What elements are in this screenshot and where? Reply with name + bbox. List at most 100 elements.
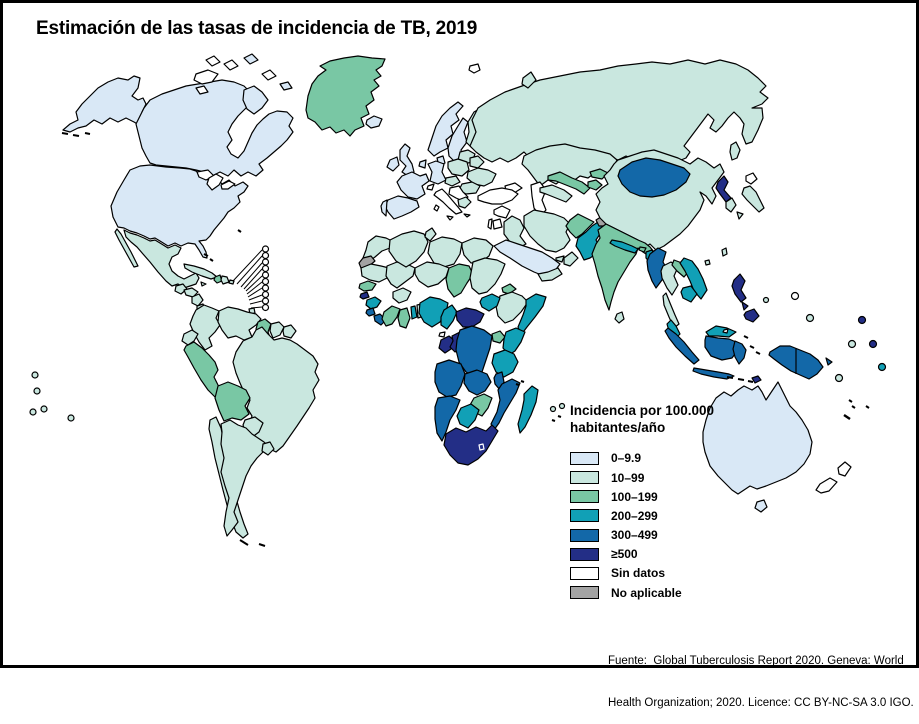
region-pacific-dot-7: [834, 373, 844, 383]
region-new-zealand-south: [815, 477, 838, 494]
region-caribbean-dot-1: [261, 245, 270, 253]
legend-item: 10–99: [570, 468, 790, 487]
region-benelux: [418, 159, 427, 169]
region-somalia: [517, 293, 547, 336]
region-central-african-republic: [455, 307, 485, 328]
region-lesser-sunda: [726, 376, 754, 383]
region-caribbean-dot-5: [261, 271, 270, 279]
region-caribbean-dot-9: [261, 297, 270, 305]
region-tajikistan: [587, 179, 603, 191]
region-bahamas: [203, 253, 214, 262]
region-sumatra: [664, 327, 700, 365]
region-dominican-republic: [220, 275, 230, 285]
continent-south-america: [181, 304, 320, 547]
region-zambia: [463, 369, 492, 396]
region-taiwan: [721, 247, 728, 257]
legend-label: No aplicable: [611, 585, 682, 600]
region-arctic-island-1: [205, 55, 221, 67]
region-polynesia-dot-4: [40, 405, 48, 413]
region-caribbean-dot-3: [261, 258, 270, 266]
region-polynesia-dot-2: [33, 387, 41, 395]
legend-title-line1: Incidencia por 100.000: [570, 403, 715, 418]
region-ethiopia: [495, 291, 529, 324]
region-kalimantan: [704, 335, 739, 361]
region-baffin-island: [242, 85, 269, 115]
region-venezuela: [217, 306, 262, 341]
japan-kyushu: [736, 211, 744, 220]
sardinia: [433, 204, 440, 212]
legend-label: 100–199: [611, 489, 658, 504]
region-uruguay: [261, 441, 275, 456]
source-note-line2: Health Organization; 2020. Licence: CC B…: [608, 697, 914, 710]
region-ukraine: [466, 167, 497, 187]
sicily: [446, 215, 454, 221]
region-nepal: [609, 239, 639, 254]
crete: [463, 213, 471, 218]
region-pacific-dot-5: [868, 339, 878, 349]
region-syria: [493, 205, 511, 219]
region-falkland-islands: [239, 539, 266, 547]
leader-lines: [232, 249, 263, 309]
region-guinea-bissau: [359, 291, 370, 300]
region-comoros: [515, 380, 525, 386]
region-bermuda: [237, 229, 242, 233]
region-bolivia: [214, 381, 251, 422]
region-sri-lanka: [614, 311, 625, 324]
region-lesotho: [478, 443, 485, 451]
legend-swatch-100-199: [570, 490, 599, 504]
region-iraq: [503, 215, 527, 249]
region-peru: [183, 341, 223, 399]
region-pacific-dot-6: [877, 362, 887, 372]
region-afghanistan: [565, 213, 595, 239]
region-ghana: [397, 307, 411, 329]
region-turkmenistan: [539, 184, 573, 203]
lake-erie-ontario: [220, 180, 236, 190]
region-norway: [427, 101, 464, 157]
region-mozambique: [490, 378, 521, 431]
continent-asia: [468, 59, 833, 384]
region-south-africa: [443, 424, 499, 466]
region-atlantic-dot-2: [558, 402, 566, 410]
region-yemen: [537, 267, 563, 282]
region-brunei: [722, 328, 729, 334]
region-italy: [433, 188, 463, 215]
region-victoria-island: [193, 69, 219, 85]
region-iran: [523, 209, 571, 253]
region-russia: [469, 59, 769, 163]
legend-items: 0–9.9 10–99 100–199 200–299 300–499 ≥500 Sin d…: [570, 449, 790, 603]
caribbean-leader-lines: [232, 249, 263, 309]
region-philippines-mindanao: [743, 308, 760, 323]
region-greece: [457, 196, 472, 209]
region-burkina-faso: [392, 287, 412, 304]
world-map: [29, 53, 887, 547]
region-uk: [399, 143, 415, 177]
region-new-zealand-north: [837, 461, 852, 477]
region-germany: [427, 160, 447, 185]
legend-item: No aplicable: [570, 583, 790, 602]
continent-north-america: [61, 53, 386, 319]
region-philippines-visayas: [741, 301, 749, 311]
region-caribbean-dot-8: [261, 290, 270, 299]
region-mongolia: [617, 157, 691, 198]
region-arctic-island-5: [279, 81, 293, 91]
region-malaysia-borneo: [705, 325, 737, 338]
legend-label: 300–499: [611, 528, 658, 543]
region-france: [396, 171, 430, 200]
source-note-line1: Fuente: Global Tuberculosis Report 2020.…: [608, 655, 904, 668]
region-niger: [414, 261, 450, 288]
region-polynesia-dot-3: [29, 408, 37, 416]
aleutian-islands: [61, 132, 91, 137]
region-maluku: [743, 335, 761, 355]
region-canada: [135, 79, 294, 177]
region-kenya: [502, 327, 526, 356]
legend-title-line2: habitantes/año: [570, 419, 666, 435]
region-turkey: [477, 187, 519, 205]
legend-item: 200–299: [570, 506, 790, 525]
region-angola: [434, 359, 466, 398]
legend-label: 10–99: [611, 470, 645, 485]
legend-item: ≥500: [570, 545, 790, 564]
legend-swatch-10-99: [570, 471, 599, 485]
region-sakhalin: [729, 141, 741, 161]
region-polynesia-dot-5: [67, 414, 75, 422]
region-vanuatu: [848, 399, 856, 409]
